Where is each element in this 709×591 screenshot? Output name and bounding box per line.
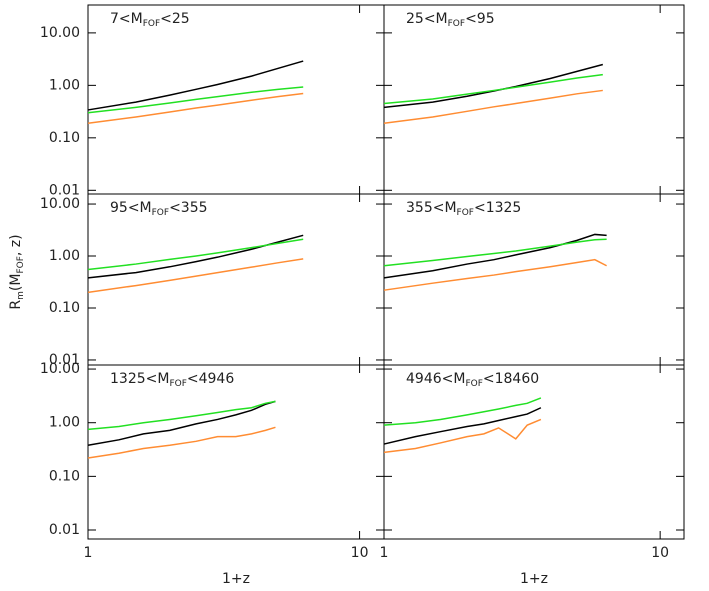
text-part: , z) <box>8 234 24 256</box>
subscript: FOF <box>448 19 465 29</box>
text-part: R <box>8 300 24 310</box>
subscript: FOF <box>143 19 160 29</box>
x-tick-label: 10 <box>651 545 669 561</box>
data-line <box>87 60 304 111</box>
text-part: <95 <box>465 11 495 27</box>
y-tick-label: 0.01 <box>49 352 80 368</box>
data-line <box>87 92 304 124</box>
subscript: m <box>16 291 26 300</box>
x-tick-label: 1 <box>84 545 93 561</box>
subscript: FOF <box>457 208 474 218</box>
y-tick-label: 10.00 <box>40 361 80 377</box>
data-line <box>87 238 304 271</box>
plot-frame <box>383 193 685 366</box>
x-axis-label: 1+z <box>520 571 548 587</box>
panel-title: 1325<MFOF<4946 <box>110 371 234 389</box>
y-axis-label: Rm(MFOF, z) <box>8 234 26 309</box>
text-part: 25<M <box>406 11 448 27</box>
text-part: <4946 <box>187 371 234 387</box>
data-line <box>383 418 542 454</box>
y-tick-label: 1.00 <box>49 77 80 93</box>
subscript: FOF <box>16 256 26 273</box>
y-tick-label: 1.00 <box>49 248 80 264</box>
panel-title: 25<MFOF<95 <box>406 11 495 29</box>
data-line <box>383 73 603 105</box>
y-tick-label: 0.01 <box>49 182 80 198</box>
y-tick-label: 0.10 <box>49 300 80 316</box>
data-line <box>87 426 276 459</box>
data-line <box>87 400 276 431</box>
plot-frame <box>87 4 385 195</box>
data-line <box>87 234 304 279</box>
text-part: 1325<M <box>110 371 169 387</box>
text-part: <1325 <box>474 200 521 216</box>
subscript: FOF <box>465 379 482 389</box>
data-line <box>383 258 607 291</box>
data-line <box>383 238 607 267</box>
y-tick-label: 0.10 <box>49 130 80 146</box>
y-tick-label: 0.01 <box>49 522 80 538</box>
panel-title: 355<MFOF<1325 <box>406 200 521 218</box>
subscript: FOF <box>152 208 169 218</box>
text-part: 4946<M <box>406 371 465 387</box>
text-part: <355 <box>169 200 207 216</box>
y-tick-label: 1.00 <box>49 415 80 431</box>
panel-title: 4946<MFOF<18460 <box>406 371 539 389</box>
data-line <box>383 89 603 124</box>
data-line <box>383 233 607 279</box>
y-tick-label: 10.00 <box>40 196 80 212</box>
plot-frame <box>87 193 385 366</box>
text-part: <18460 <box>483 371 539 387</box>
text-part: 355<M <box>406 200 457 216</box>
text-part: 95<M <box>110 200 152 216</box>
data-line <box>87 400 276 446</box>
y-tick-label: 0.10 <box>49 468 80 484</box>
x-tick-label: 1 <box>380 545 389 561</box>
panel-title: 7<MFOF<25 <box>110 11 190 29</box>
data-line <box>383 397 542 426</box>
x-axis-label: 1+z <box>222 571 250 587</box>
x-tick-label: 10 <box>351 545 369 561</box>
text-part: 7<M <box>110 11 143 27</box>
data-line <box>383 407 542 445</box>
plot-frame <box>87 364 385 540</box>
y-tick-label: 10.00 <box>40 25 80 41</box>
data-line <box>87 86 304 114</box>
plot-frame <box>383 364 685 540</box>
text-part: <25 <box>160 11 190 27</box>
panel-title: 95<MFOF<355 <box>110 200 208 218</box>
subscript: FOF <box>169 379 186 389</box>
data-line <box>87 258 304 294</box>
text-part: (M <box>8 274 24 292</box>
